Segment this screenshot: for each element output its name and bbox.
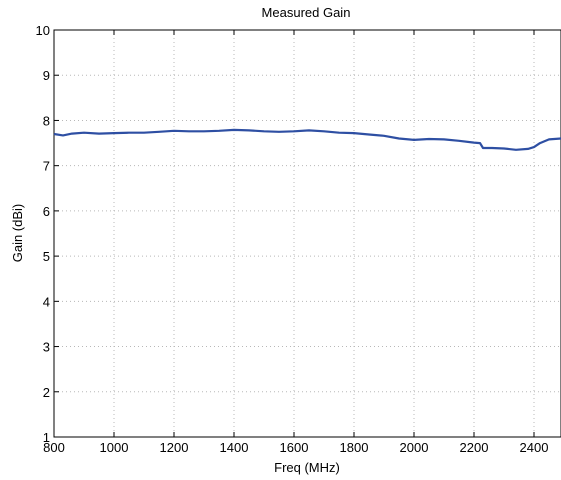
x-tick-label: 2200 bbox=[460, 440, 489, 455]
y-tick-label: 6 bbox=[43, 204, 50, 219]
y-tick-label: 7 bbox=[43, 159, 50, 174]
y-tick-label: 9 bbox=[43, 68, 50, 83]
y-tick-label: 5 bbox=[43, 249, 50, 264]
x-tick-label: 1800 bbox=[340, 440, 369, 455]
x-tick-label: 2400 bbox=[520, 440, 549, 455]
y-tick-label: 4 bbox=[43, 294, 50, 309]
x-tick-label: 800 bbox=[43, 440, 65, 455]
grid-lines bbox=[54, 30, 561, 437]
chart-title: Measured Gain bbox=[262, 5, 351, 20]
x-tick-labels: 800 1000 1200 1400 1600 1800 2000 2200 2400 bbox=[43, 440, 548, 455]
y-tick-label: 10 bbox=[36, 23, 50, 38]
gain-series-line bbox=[53, 128, 561, 151]
y-tick-label: 3 bbox=[43, 340, 50, 355]
x-tick-label: 2000 bbox=[400, 440, 429, 455]
y-tick-label: 1 bbox=[43, 430, 50, 445]
x-tick-label: 1600 bbox=[280, 440, 309, 455]
x-tick-label: 1200 bbox=[160, 440, 189, 455]
plot-frame bbox=[53, 29, 561, 438]
x-axis-label: Freq (MHz) bbox=[274, 460, 340, 475]
y-tick-labels: 1 2 3 4 5 6 7 8 9 10 bbox=[36, 23, 50, 445]
series-layer bbox=[53, 128, 561, 151]
y-tick-label: 2 bbox=[43, 385, 50, 400]
y-tick-label: 8 bbox=[43, 113, 50, 128]
axis-ticks bbox=[53, 29, 535, 438]
y-axis-label: Gain (dBi) bbox=[10, 204, 25, 263]
x-tick-label: 1400 bbox=[220, 440, 249, 455]
x-tick-label: 1000 bbox=[100, 440, 129, 455]
